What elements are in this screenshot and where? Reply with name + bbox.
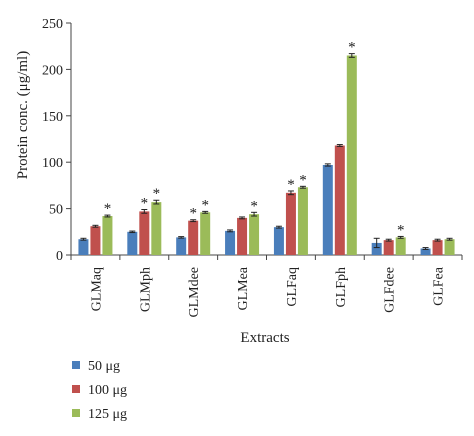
bar: [273, 227, 284, 255]
x-tick-label: GLFea: [432, 266, 447, 306]
x-tick-label: GLMdee: [187, 267, 202, 318]
bar: [383, 240, 394, 255]
legend-label: 50 μg: [88, 359, 120, 374]
legend-label: 125 μg: [88, 407, 127, 422]
x-tick-label: GLMph: [138, 267, 153, 312]
x-tick-label: GLMaq: [89, 267, 104, 311]
significance-markers: * **** ** ***: [104, 40, 405, 239]
bar: [432, 240, 443, 255]
bar: [188, 220, 199, 255]
legend-swatch: [72, 409, 80, 417]
x-tick-label: GLFdee: [383, 267, 398, 313]
bar: [78, 239, 89, 255]
bar: [444, 239, 455, 255]
y-tick-label: 100: [42, 156, 63, 171]
x-tick-label: GLFph: [334, 267, 349, 307]
bar: [237, 217, 248, 255]
significance-star: *: [104, 201, 112, 217]
y-axis-label: Protein conc. (μg/ml): [15, 51, 31, 179]
legend-swatch: [72, 385, 80, 393]
bar: [395, 237, 406, 255]
bar: [102, 216, 113, 255]
significance-star: *: [141, 196, 149, 212]
bar: [90, 226, 101, 255]
y-tick-label: 0: [56, 249, 63, 264]
bar: [297, 187, 308, 255]
significance-star: *: [153, 186, 161, 202]
significance-star: *: [397, 222, 405, 238]
bar: [127, 231, 138, 255]
legend-swatch: [72, 361, 80, 369]
significance-star: *: [250, 198, 258, 214]
legend-label: 100 μg: [88, 383, 127, 398]
bar: [285, 192, 296, 255]
bar: [346, 55, 357, 256]
bars: [78, 55, 455, 256]
x-axis-label: Extracts: [240, 330, 289, 346]
x-axis: GLMaq GLMph GLMdee GLMea GLFaq GLFph GLFdee GLF…: [70, 254, 463, 318]
significance-star: *: [348, 40, 356, 56]
bar: [176, 237, 187, 255]
bar: [371, 242, 382, 255]
significance-star: *: [189, 206, 197, 222]
bar: [225, 230, 236, 255]
y-tick-label: 150: [42, 110, 63, 125]
bar: [420, 248, 431, 255]
bar: [334, 145, 345, 255]
bar: [151, 202, 162, 255]
y-tick-label: 200: [42, 63, 63, 78]
y-tick-label: 250: [42, 17, 63, 32]
significance-star: *: [299, 172, 307, 188]
bar: [200, 212, 211, 255]
bar: [139, 211, 150, 255]
x-tick-label: GLMea: [236, 266, 251, 310]
y-tick-label: 50: [49, 203, 63, 218]
x-tick-label: GLFaq: [285, 267, 300, 307]
legend: 50 μg 100 μg 125 μg: [72, 359, 127, 422]
error-bars: [80, 53, 453, 250]
y-axis: 0 50 100 150 200 250: [42, 17, 72, 264]
significance-star: *: [287, 177, 295, 193]
significance-star: *: [201, 197, 209, 213]
bar: [249, 214, 260, 255]
bar: [322, 164, 333, 255]
